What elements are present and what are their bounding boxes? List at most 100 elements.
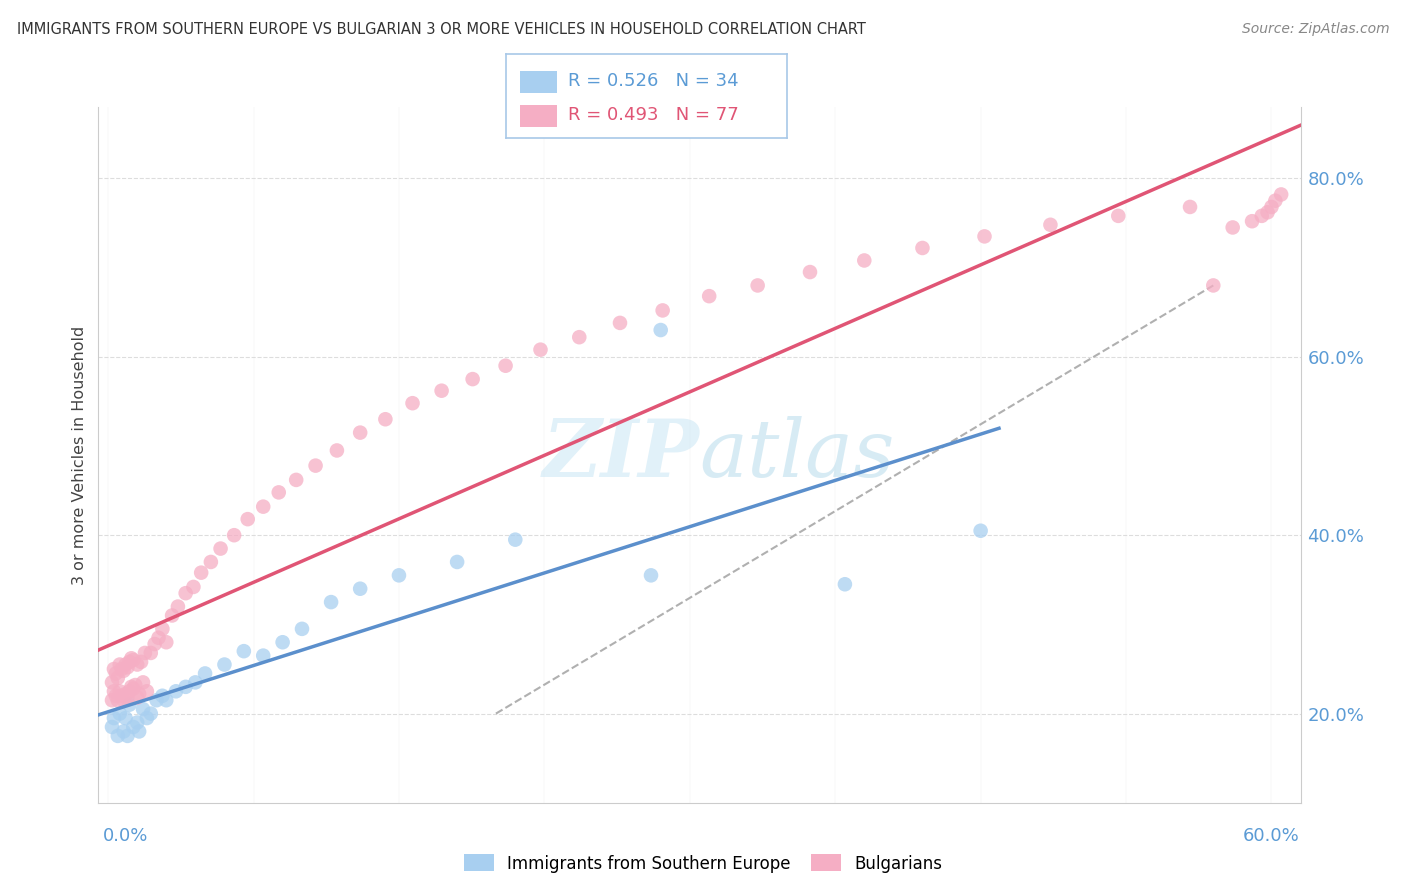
Point [747, 278, 769, 293]
Point [152, 689, 174, 703]
Point [127, 715, 149, 730]
Bar [520, 105, 557, 128]
Point [1222, 220, 1244, 235]
Point [1202, 278, 1225, 293]
Point [568, 330, 591, 344]
Point [374, 412, 396, 426]
Point [122, 681, 145, 696]
Point [167, 599, 190, 614]
Point [112, 664, 135, 678]
Point [224, 528, 246, 542]
Point [155, 635, 177, 649]
Point [271, 635, 294, 649]
Point [122, 720, 145, 734]
Point [495, 359, 517, 373]
Point [108, 657, 131, 672]
Point [1178, 200, 1201, 214]
Point [118, 698, 141, 712]
Text: R = 0.526   N = 34: R = 0.526 N = 34 [568, 72, 738, 90]
Point [128, 724, 150, 739]
Legend: Immigrants from Southern Europe, Bulgarians: Immigrants from Southern Europe, Bulgari… [457, 847, 949, 880]
Point [834, 577, 856, 591]
Point [232, 644, 254, 658]
Point [291, 622, 314, 636]
Point [117, 729, 139, 743]
Point [114, 711, 136, 725]
Point [190, 566, 212, 580]
Point [183, 580, 205, 594]
Point [401, 396, 423, 410]
Bar [520, 71, 557, 94]
Point [1270, 187, 1292, 202]
Point [285, 473, 308, 487]
Text: atlas: atlas [700, 417, 894, 493]
Point [252, 500, 274, 514]
Point [114, 687, 136, 701]
Point [319, 595, 342, 609]
Point [650, 323, 672, 337]
Point [120, 651, 142, 665]
Point [194, 666, 217, 681]
Point [112, 693, 135, 707]
Text: 60.0%: 60.0% [1243, 827, 1299, 845]
Text: ZIP: ZIP [543, 417, 700, 493]
Point [973, 229, 995, 244]
Point [127, 690, 149, 705]
Point [388, 568, 411, 582]
Point [118, 655, 141, 669]
Point [107, 693, 129, 707]
Point [160, 608, 183, 623]
Text: R = 0.493   N = 77: R = 0.493 N = 77 [568, 106, 738, 124]
Point [132, 702, 155, 716]
Point [236, 512, 259, 526]
Point [609, 316, 631, 330]
Point [148, 631, 170, 645]
Point [143, 637, 166, 651]
Point [152, 622, 174, 636]
Y-axis label: 3 or more Vehicles in Household: 3 or more Vehicles in Household [72, 326, 87, 584]
Point [101, 693, 124, 707]
Point [108, 706, 131, 721]
Point [135, 684, 157, 698]
Point [124, 678, 146, 692]
Point [122, 653, 145, 667]
Point [103, 684, 125, 698]
Point [112, 724, 135, 739]
Point [129, 655, 152, 669]
Point [430, 384, 453, 398]
Point [969, 524, 991, 538]
Point [107, 729, 129, 743]
Point [103, 711, 125, 725]
Point [108, 684, 131, 698]
Point [461, 372, 484, 386]
Point [155, 693, 177, 707]
Text: 0.0%: 0.0% [103, 827, 148, 845]
Point [267, 485, 290, 500]
Point [529, 343, 551, 357]
Point [209, 541, 232, 556]
Point [104, 666, 127, 681]
Point [349, 582, 371, 596]
Point [174, 586, 197, 600]
Point [135, 711, 157, 725]
Point [446, 555, 468, 569]
Point [214, 657, 236, 672]
Point [101, 675, 124, 690]
Point [127, 657, 149, 672]
Point [184, 675, 207, 690]
Text: Source: ZipAtlas.com: Source: ZipAtlas.com [1241, 22, 1389, 37]
Point [103, 662, 125, 676]
Point [114, 657, 136, 672]
Point [132, 675, 155, 690]
Point [145, 693, 167, 707]
Point [120, 680, 142, 694]
Point [326, 443, 349, 458]
Point [1039, 218, 1062, 232]
Point [651, 303, 673, 318]
Point [349, 425, 371, 440]
Point [117, 660, 139, 674]
Point [107, 671, 129, 685]
Point [139, 646, 162, 660]
Point [853, 253, 876, 268]
Point [111, 689, 134, 703]
